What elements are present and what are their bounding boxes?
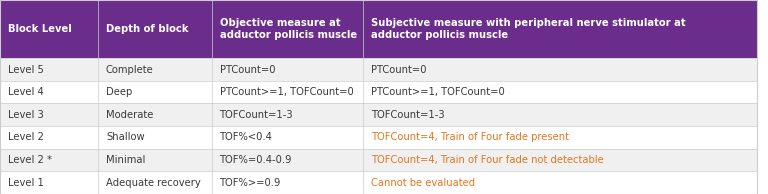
Text: Level 4: Level 4 (8, 87, 43, 97)
FancyBboxPatch shape (0, 171, 98, 194)
FancyBboxPatch shape (0, 0, 98, 58)
FancyBboxPatch shape (0, 149, 98, 171)
Text: Objective measure at
adductor pollicis muscle: Objective measure at adductor pollicis m… (220, 18, 356, 40)
Text: TOF%<0.4: TOF%<0.4 (220, 133, 273, 142)
Text: TOF%=0.4-0.9: TOF%=0.4-0.9 (220, 155, 292, 165)
FancyBboxPatch shape (363, 126, 757, 149)
Text: Minimal: Minimal (106, 155, 145, 165)
FancyBboxPatch shape (98, 81, 212, 103)
FancyBboxPatch shape (0, 126, 98, 149)
Text: TOFCount=1-3: TOFCount=1-3 (371, 110, 445, 120)
Text: PTCount=0: PTCount=0 (220, 65, 275, 74)
Text: Level 2 *: Level 2 * (8, 155, 51, 165)
Text: PTCount>=1, TOFCount=0: PTCount>=1, TOFCount=0 (371, 87, 505, 97)
FancyBboxPatch shape (98, 171, 212, 194)
FancyBboxPatch shape (98, 58, 212, 81)
Text: PTCount>=1, TOFCount=0: PTCount>=1, TOFCount=0 (220, 87, 353, 97)
FancyBboxPatch shape (212, 0, 363, 58)
Text: Adequate recovery: Adequate recovery (106, 178, 200, 188)
Text: Cannot be evaluated: Cannot be evaluated (371, 178, 475, 188)
Text: Moderate: Moderate (106, 110, 154, 120)
FancyBboxPatch shape (363, 58, 757, 81)
Text: Level 2: Level 2 (8, 133, 44, 142)
FancyBboxPatch shape (212, 58, 363, 81)
Text: Shallow: Shallow (106, 133, 144, 142)
FancyBboxPatch shape (98, 103, 212, 126)
FancyBboxPatch shape (98, 149, 212, 171)
FancyBboxPatch shape (98, 126, 212, 149)
FancyBboxPatch shape (363, 149, 757, 171)
FancyBboxPatch shape (98, 0, 212, 58)
FancyBboxPatch shape (0, 58, 98, 81)
Text: TOFCount=4, Train of Four fade not detectable: TOFCount=4, Train of Four fade not detec… (371, 155, 604, 165)
FancyBboxPatch shape (212, 171, 363, 194)
Text: Subjective measure with peripheral nerve stimulator at
adductor pollicis muscle: Subjective measure with peripheral nerve… (371, 18, 686, 40)
FancyBboxPatch shape (0, 81, 98, 103)
Text: PTCount=0: PTCount=0 (371, 65, 426, 74)
Text: Complete: Complete (106, 65, 154, 74)
FancyBboxPatch shape (363, 81, 757, 103)
Text: TOFCount=4, Train of Four fade present: TOFCount=4, Train of Four fade present (371, 133, 569, 142)
FancyBboxPatch shape (212, 103, 363, 126)
FancyBboxPatch shape (363, 171, 757, 194)
FancyBboxPatch shape (212, 81, 363, 103)
FancyBboxPatch shape (363, 0, 757, 58)
FancyBboxPatch shape (212, 126, 363, 149)
Text: Level 3: Level 3 (8, 110, 43, 120)
Text: Deep: Deep (106, 87, 132, 97)
FancyBboxPatch shape (212, 149, 363, 171)
Text: Level 5: Level 5 (8, 65, 44, 74)
FancyBboxPatch shape (363, 103, 757, 126)
Text: TOF%>=0.9: TOF%>=0.9 (220, 178, 281, 188)
Text: TOFCount=1-3: TOFCount=1-3 (220, 110, 293, 120)
FancyBboxPatch shape (0, 103, 98, 126)
Text: Level 1: Level 1 (8, 178, 44, 188)
Text: Depth of block: Depth of block (106, 24, 188, 34)
Text: Block Level: Block Level (8, 24, 71, 34)
